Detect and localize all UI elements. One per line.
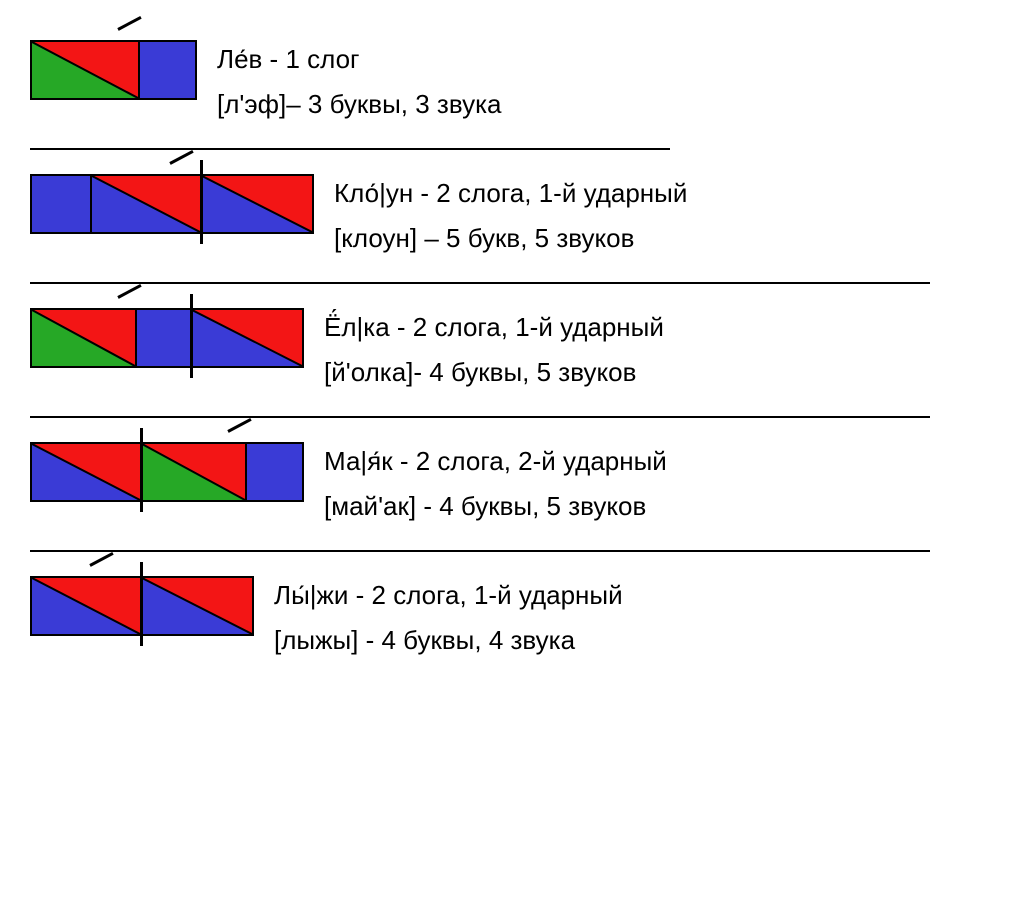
- transcription-line: [л'эф]– 3 буквы, 3 звука: [217, 89, 502, 120]
- stress-mark: [117, 16, 141, 31]
- word-syllables-line: Лы́|жи - 2 слога, 1-й ударный: [274, 580, 623, 611]
- separator: [30, 550, 930, 552]
- description: Ле́в - 1 слог [л'эф]– 3 буквы, 3 звука: [217, 40, 502, 120]
- sound-cell: [137, 310, 192, 366]
- word-syllables-line: Ё́л|ка - 2 слога, 1-й ударный: [324, 312, 664, 343]
- cell-row: [30, 174, 314, 234]
- sound-diagram: [30, 308, 304, 368]
- word-syllables-line: Кло́|ун - 2 слога, 1-й ударный: [334, 178, 687, 209]
- syllable-divider: [140, 562, 143, 646]
- stress-mark: [227, 418, 251, 433]
- stress-mark: [89, 552, 113, 567]
- description: Кло́|ун - 2 слога, 1-й ударный [клоун] – …: [334, 174, 687, 254]
- separator: [30, 416, 930, 418]
- syllable-divider: [140, 428, 143, 512]
- word-entry: Ле́в - 1 слог [л'эф]– 3 буквы, 3 звука: [30, 20, 980, 130]
- description: Лы́|жи - 2 слога, 1-й ударный [лыжы] - 4 …: [274, 576, 623, 656]
- sound-cell: [32, 444, 142, 500]
- sound-cell: [32, 42, 140, 98]
- sound-cell: [92, 176, 202, 232]
- separator: [30, 148, 670, 150]
- transcription-line: [май'ак] - 4 буквы, 5 звуков: [324, 491, 667, 522]
- word-syllables-line: Ма|я́к - 2 слога, 2-й ударный: [324, 446, 667, 477]
- sound-cell: [32, 578, 142, 634]
- sound-cell: [140, 42, 195, 98]
- word-entry: Лы́|жи - 2 слога, 1-й ударный [лыжы] - 4 …: [30, 556, 980, 666]
- stress-mark: [169, 150, 193, 165]
- sound-cell: [192, 310, 302, 366]
- word-entry: Кло́|ун - 2 слога, 1-й ударный [клоун] – …: [30, 154, 980, 264]
- description: Ё́л|ка - 2 слога, 1-й ударный [й'олка]- 4…: [324, 308, 664, 388]
- separator: [30, 282, 930, 284]
- word-entry: Ё́л|ка - 2 слога, 1-й ударный [й'олка]- 4…: [30, 288, 980, 398]
- stress-mark: [117, 284, 141, 299]
- transcription-line: [клоун] – 5 букв, 5 звуков: [334, 223, 687, 254]
- transcription-line: [й'олка]- 4 буквы, 5 звуков: [324, 357, 664, 388]
- transcription-line: [лыжы] - 4 буквы, 4 звука: [274, 625, 623, 656]
- cell-row: [30, 40, 197, 100]
- sound-cell: [32, 176, 92, 232]
- sound-diagram: [30, 442, 304, 502]
- description: Ма|я́к - 2 слога, 2-й ударный [май'ак] - …: [324, 442, 667, 522]
- sound-diagram: [30, 40, 197, 100]
- cell-row: [30, 442, 304, 502]
- sound-cell: [202, 176, 312, 232]
- sound-cell: [247, 444, 302, 500]
- sound-cell: [142, 578, 252, 634]
- sound-cell: [142, 444, 247, 500]
- cell-row: [30, 308, 304, 368]
- sound-diagram: [30, 174, 314, 234]
- word-entry: Ма|я́к - 2 слога, 2-й ударный [май'ак] - …: [30, 422, 980, 532]
- sound-diagram: [30, 576, 254, 636]
- syllable-divider: [190, 294, 193, 378]
- syllable-divider: [200, 160, 203, 244]
- word-syllables-line: Ле́в - 1 слог: [217, 44, 502, 75]
- sound-cell: [32, 310, 137, 366]
